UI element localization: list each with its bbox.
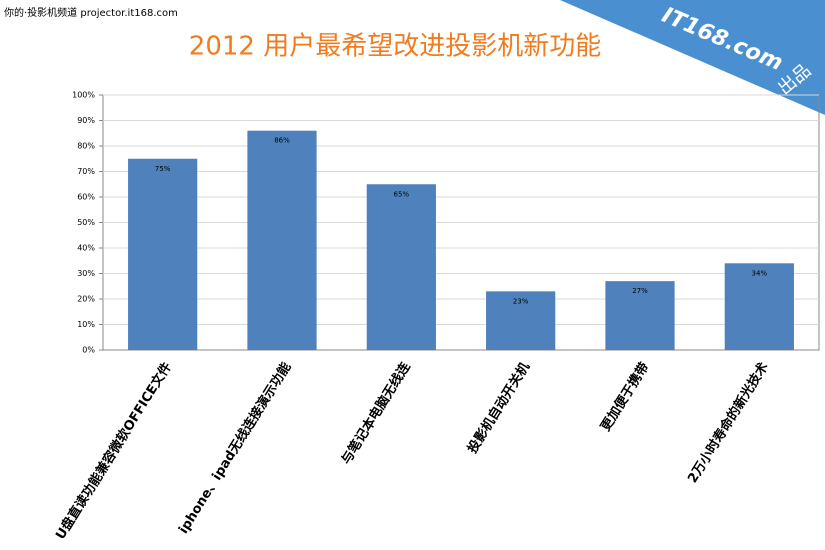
x-tick-label: 与笔记本电脑无线连 — [338, 359, 414, 468]
x-tick-label: U盘直读功能兼容微软OFFICE文件 — [52, 359, 175, 542]
bar — [605, 281, 675, 350]
y-tick-label: 10% — [77, 320, 95, 329]
bar — [724, 263, 794, 350]
y-tick-label: 20% — [77, 295, 95, 304]
y-tick-label: 90% — [77, 116, 95, 125]
y-tick-label: 0% — [82, 346, 95, 355]
x-tick-label: 2万小时寿命的新光技术 — [684, 359, 771, 485]
value-label: 23% — [513, 297, 529, 305]
value-label: 27% — [632, 287, 648, 295]
x-tick-label: 更加便于携带 — [597, 359, 652, 434]
y-tick-label: 30% — [77, 269, 95, 278]
y-tick-label: 60% — [77, 193, 95, 202]
y-tick-label: 100% — [72, 91, 95, 100]
brand-banner — [560, 0, 825, 115]
y-tick-label: 70% — [77, 167, 95, 176]
y-tick-label: 40% — [77, 244, 95, 253]
x-tick-label: 投影机自动开关机 — [464, 359, 533, 456]
chart-title: 2012 用户最希望改进投影机新功能 — [189, 32, 601, 62]
bar — [366, 184, 436, 350]
source-label: 你的·投影机频道 projector.it168.com — [4, 6, 178, 19]
y-tick-label: 50% — [77, 218, 95, 227]
y-tick-label: 80% — [77, 142, 95, 151]
value-label: 34% — [752, 269, 768, 277]
bar — [128, 158, 198, 350]
bar — [247, 130, 317, 350]
value-label: 65% — [394, 190, 410, 198]
bar — [486, 291, 556, 350]
x-tick-label: iphone、ipad无线连接演示功能 — [175, 359, 294, 536]
value-label: 75% — [155, 165, 171, 173]
value-label: 86% — [274, 137, 290, 145]
